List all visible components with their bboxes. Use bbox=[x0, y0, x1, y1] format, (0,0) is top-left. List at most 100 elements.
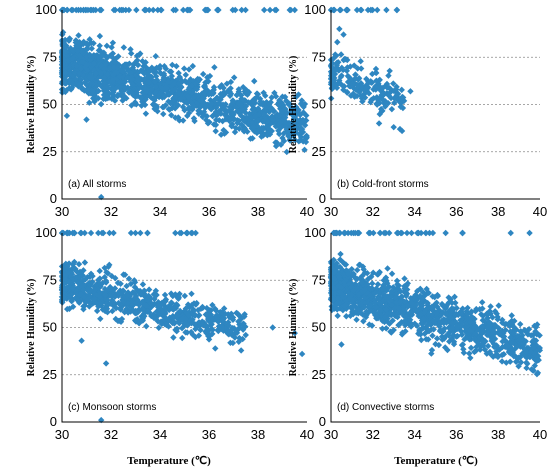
data-point bbox=[189, 94, 197, 101]
data-point bbox=[239, 326, 247, 333]
data-point bbox=[83, 53, 90, 60]
axes bbox=[61, 10, 307, 200]
data-point bbox=[101, 65, 108, 73]
data-point bbox=[132, 229, 139, 237]
data-point bbox=[417, 331, 424, 338]
data-point bbox=[131, 283, 139, 291]
data-point bbox=[134, 61, 141, 68]
data-point bbox=[75, 32, 82, 39]
data-point bbox=[155, 324, 163, 331]
data-point bbox=[527, 348, 535, 356]
data-point bbox=[530, 336, 538, 343]
data-point bbox=[109, 50, 117, 57]
data-point bbox=[486, 322, 493, 329]
data-point bbox=[170, 334, 177, 341]
data-point bbox=[350, 287, 357, 294]
data-point bbox=[165, 323, 172, 330]
data-point bbox=[402, 322, 409, 329]
data-point bbox=[172, 229, 179, 237]
data-point bbox=[451, 293, 458, 301]
data-point bbox=[121, 308, 128, 316]
data-point bbox=[66, 278, 73, 285]
data-point bbox=[259, 126, 266, 133]
data-point bbox=[446, 338, 453, 345]
data-point bbox=[432, 340, 439, 348]
data-point bbox=[110, 58, 118, 66]
data-point bbox=[123, 282, 130, 290]
data-point bbox=[179, 334, 186, 342]
data-point bbox=[283, 148, 290, 156]
data-point bbox=[265, 125, 273, 133]
data-point bbox=[388, 301, 396, 309]
data-point bbox=[182, 329, 189, 336]
data-point bbox=[91, 295, 98, 302]
data-point bbox=[87, 281, 94, 288]
data-point bbox=[112, 274, 119, 282]
data-point bbox=[119, 90, 126, 98]
data-point bbox=[386, 283, 393, 291]
data-point bbox=[357, 6, 364, 14]
y-tick-label: 50 bbox=[43, 97, 57, 112]
data-point bbox=[440, 319, 447, 327]
data-point bbox=[185, 109, 193, 117]
data-point bbox=[479, 305, 486, 312]
data-point bbox=[229, 98, 237, 106]
y-tick-label: 50 bbox=[312, 320, 326, 335]
data-point bbox=[95, 87, 102, 95]
data-point bbox=[381, 318, 388, 326]
data-point bbox=[168, 299, 175, 306]
data-point bbox=[208, 314, 215, 321]
data-point bbox=[167, 100, 174, 107]
data-point bbox=[333, 260, 340, 267]
data-point bbox=[444, 346, 451, 354]
data-point bbox=[152, 52, 159, 60]
data-point bbox=[158, 6, 165, 14]
data-point bbox=[330, 229, 338, 237]
data-point bbox=[182, 315, 189, 322]
data-point bbox=[515, 363, 522, 370]
data-point bbox=[79, 272, 86, 279]
data-point bbox=[283, 97, 290, 105]
data-point bbox=[328, 306, 336, 314]
x-tick-label: 34 bbox=[407, 204, 421, 219]
data-point bbox=[154, 108, 161, 115]
data-point bbox=[338, 341, 345, 348]
data-point bbox=[414, 287, 421, 295]
data-point bbox=[164, 91, 172, 98]
data-point bbox=[372, 69, 380, 76]
data-point bbox=[357, 65, 365, 72]
data-point bbox=[282, 123, 289, 130]
data-point bbox=[199, 70, 207, 78]
data-point bbox=[333, 59, 341, 66]
data-point bbox=[86, 36, 93, 43]
data-point bbox=[137, 94, 145, 101]
data-point bbox=[116, 73, 123, 80]
data-point bbox=[447, 314, 454, 321]
data-point bbox=[171, 105, 179, 112]
data-point bbox=[76, 81, 84, 88]
data-point bbox=[112, 6, 119, 14]
data-point bbox=[415, 229, 422, 237]
data-point bbox=[109, 307, 116, 315]
data-point bbox=[412, 302, 420, 309]
x-tick-label: 32 bbox=[366, 427, 380, 442]
y-tick-label: 25 bbox=[312, 367, 326, 382]
data-point bbox=[365, 229, 373, 237]
data-point bbox=[411, 295, 418, 302]
data-point bbox=[278, 108, 286, 115]
data-point bbox=[403, 229, 411, 237]
data-point bbox=[98, 229, 106, 237]
data-point bbox=[141, 75, 149, 83]
data-point bbox=[471, 335, 478, 343]
data-point bbox=[426, 229, 433, 237]
data-point bbox=[271, 6, 279, 14]
data-point bbox=[272, 142, 280, 150]
data-point bbox=[235, 99, 242, 107]
data-point bbox=[532, 341, 540, 349]
data-point bbox=[337, 250, 344, 258]
data-point bbox=[421, 330, 428, 337]
data-point bbox=[127, 78, 134, 85]
data-point bbox=[262, 92, 269, 99]
x-tick-label: 34 bbox=[407, 427, 421, 442]
data-point bbox=[221, 130, 228, 137]
